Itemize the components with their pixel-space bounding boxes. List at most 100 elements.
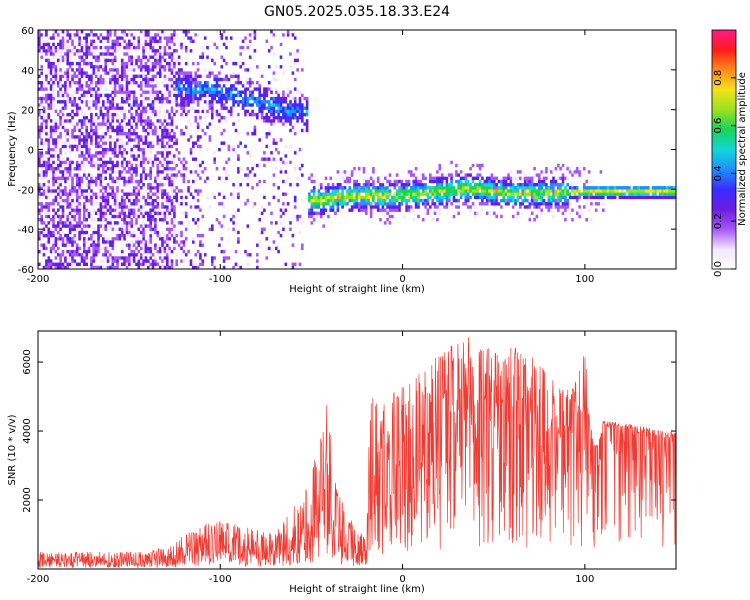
heatmap-cell xyxy=(485,176,489,180)
heatmap-cell xyxy=(113,198,117,203)
heatmap-cell xyxy=(225,179,228,184)
heatmap-cell xyxy=(182,249,186,254)
heatmap-cell xyxy=(282,192,285,196)
heatmap-cell xyxy=(59,227,62,231)
heatmap-cell xyxy=(293,205,297,209)
heatmap-cell xyxy=(445,189,449,193)
heatmap-cell xyxy=(128,253,131,257)
heatmap-cell xyxy=(282,160,285,165)
heatmap-cell xyxy=(130,163,133,168)
heatmap-cell xyxy=(334,202,337,206)
heatmap-cell xyxy=(180,96,183,101)
heatmap-cell xyxy=(64,233,67,238)
heatmap-cell xyxy=(462,189,465,193)
heatmap-cell xyxy=(149,125,152,129)
heatmap-cell xyxy=(523,186,527,190)
heatmap-cell xyxy=(92,208,96,212)
heatmap-cell xyxy=(137,179,141,184)
heatmap-cell xyxy=(128,246,131,251)
heatmap-cell xyxy=(144,39,148,43)
heatmap-cell xyxy=(154,39,157,43)
heatmap-cell xyxy=(57,84,60,88)
heatmap-cell xyxy=(203,87,207,91)
heatmap-cell xyxy=(547,208,551,212)
heatmap-cell xyxy=(256,259,259,263)
heatmap-cell xyxy=(64,253,67,257)
heatmap-cell xyxy=(137,103,141,107)
heatmap-cell xyxy=(135,246,138,251)
heatmap-cell xyxy=(128,230,131,235)
heatmap-cell xyxy=(123,211,126,215)
heatmap-cell xyxy=(47,189,51,193)
heatmap-cell xyxy=(173,135,176,139)
heatmap-cell xyxy=(329,195,333,200)
heatmap-cell xyxy=(192,157,195,161)
heatmap-cell xyxy=(97,100,100,104)
heatmap-cell xyxy=(111,179,115,184)
heatmap-cell xyxy=(222,265,226,269)
heatmap-cell xyxy=(170,122,174,126)
heatmap-cell xyxy=(545,167,548,171)
heatmap-cell xyxy=(438,186,442,190)
heatmap-cell xyxy=(511,183,515,187)
heatmap-cell xyxy=(642,189,645,193)
heatmap-cell xyxy=(376,192,380,196)
heatmap-cell xyxy=(419,173,423,177)
heatmap-cell xyxy=(206,87,209,91)
heatmap-cell xyxy=(554,186,558,190)
heatmap-cell xyxy=(66,74,69,78)
heatmap-cell xyxy=(296,214,299,219)
heatmap-cell xyxy=(270,90,273,94)
heatmap-cell xyxy=(139,205,143,209)
heatmap-cell xyxy=(54,224,58,228)
heatmap-cell xyxy=(613,192,617,196)
heatmap-cell xyxy=(227,90,231,94)
heatmap-cell xyxy=(284,96,288,101)
heatmap-cell xyxy=(75,208,79,212)
heatmap-cell xyxy=(57,36,60,40)
heatmap-cell xyxy=(554,183,558,187)
heatmap-cell xyxy=(220,33,224,37)
heatmap-cell xyxy=(402,186,406,190)
heatmap-cell xyxy=(61,42,65,47)
heatmap-cell xyxy=(405,205,408,209)
heatmap-cell xyxy=(54,230,58,235)
heatmap-cell xyxy=(57,49,60,53)
heatmap-cell xyxy=(113,42,117,47)
heatmap-cell xyxy=(208,90,212,94)
heatmap-cell xyxy=(284,154,288,158)
heatmap-cell xyxy=(87,186,91,190)
heatmap-cell xyxy=(237,170,240,174)
heatmap-cell xyxy=(125,160,129,165)
heatmap-cell xyxy=(94,125,98,129)
heatmap-cell xyxy=(265,246,269,251)
heatmap-cell xyxy=(61,214,65,219)
heatmap-cell xyxy=(163,205,167,209)
heatmap-cell xyxy=(154,243,157,247)
heatmap-cell xyxy=(147,173,150,177)
heatmap-cell xyxy=(163,33,167,37)
heatmap-cell xyxy=(279,55,283,59)
heatmap-cell xyxy=(234,151,238,155)
heatmap-cell xyxy=(597,202,600,206)
heatmap-cell xyxy=(137,74,141,78)
heatmap-cell xyxy=(135,125,138,129)
heatmap-cell xyxy=(57,112,60,117)
heatmap-cell xyxy=(61,45,65,50)
heatmap-cell xyxy=(163,141,167,145)
heatmap-cell xyxy=(478,192,482,196)
heatmap-cell xyxy=(73,74,77,78)
heatmap-cell xyxy=(158,96,162,101)
heatmap-cell xyxy=(99,183,103,187)
heatmap-cell xyxy=(139,103,143,107)
heatmap-cell xyxy=(355,202,359,206)
heatmap-cell xyxy=(42,176,46,180)
heatmap-cell xyxy=(139,122,143,126)
heatmap-cell xyxy=(398,186,401,190)
heatmap-cell xyxy=(92,68,96,72)
heatmap-cell xyxy=(168,144,171,149)
heatmap-cell xyxy=(78,74,81,78)
heatmap-cell xyxy=(111,49,115,53)
heatmap-cell xyxy=(99,106,103,110)
